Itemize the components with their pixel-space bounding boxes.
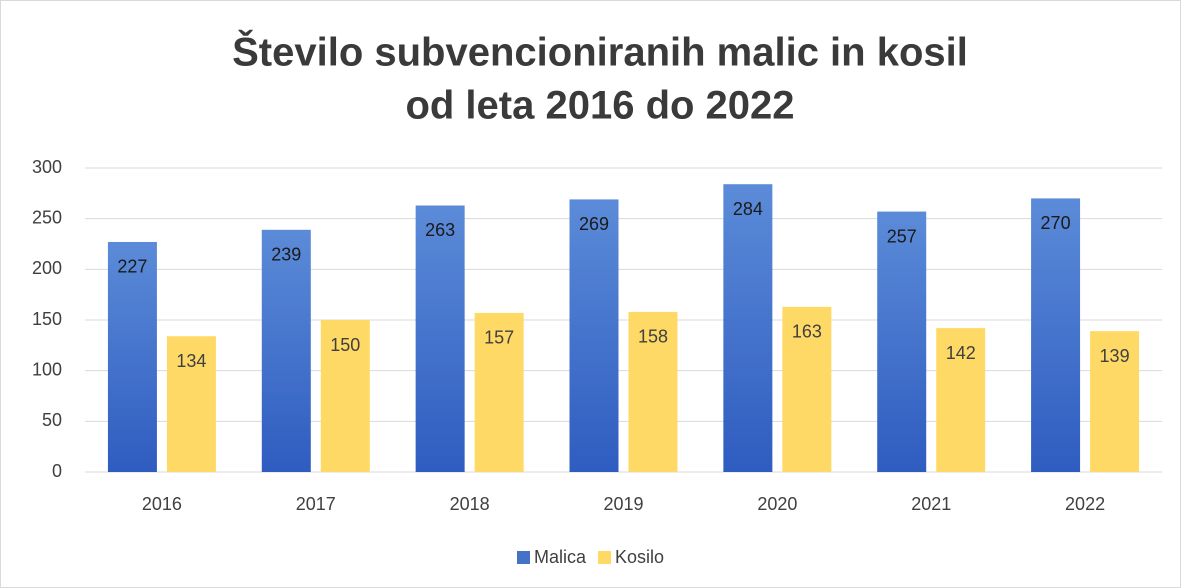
y-tick-label: 0 bbox=[52, 461, 62, 481]
x-tick-label: 2016 bbox=[142, 494, 182, 514]
chart-title: od leta 2016 do 2022 bbox=[405, 84, 794, 128]
data-label: 227 bbox=[117, 257, 147, 277]
y-tick-label: 150 bbox=[32, 309, 62, 329]
y-tick-label: 50 bbox=[42, 410, 62, 430]
x-tick-label: 2021 bbox=[911, 494, 951, 514]
data-label: 139 bbox=[1100, 346, 1130, 366]
bar bbox=[261, 229, 311, 472]
x-tick-label: 2020 bbox=[757, 494, 797, 514]
legend-swatch bbox=[598, 551, 612, 564]
bar bbox=[1031, 198, 1081, 472]
data-label: 163 bbox=[792, 322, 822, 342]
data-label: 284 bbox=[733, 199, 763, 219]
y-tick-label: 200 bbox=[32, 258, 62, 278]
data-label: 269 bbox=[579, 214, 609, 234]
legend-label: Malica bbox=[534, 547, 587, 567]
x-tick-label: 2022 bbox=[1065, 494, 1105, 514]
bar bbox=[415, 205, 465, 472]
bar bbox=[474, 312, 524, 472]
x-tick-label: 2017 bbox=[296, 494, 336, 514]
data-label: 239 bbox=[271, 245, 301, 265]
data-label: 134 bbox=[176, 351, 206, 371]
data-label: 158 bbox=[638, 327, 668, 347]
data-label: 270 bbox=[1041, 213, 1071, 233]
y-tick-label: 250 bbox=[32, 207, 62, 227]
chart-title: Število subvencioniranih malic in kosil bbox=[232, 29, 968, 75]
bar bbox=[782, 306, 832, 472]
y-tick-label: 100 bbox=[32, 359, 62, 379]
bar bbox=[107, 241, 157, 472]
bar bbox=[166, 336, 216, 472]
data-label: 263 bbox=[425, 220, 455, 240]
legend-swatch bbox=[517, 551, 530, 564]
y-tick-label: 300 bbox=[32, 157, 62, 177]
x-tick-label: 2019 bbox=[603, 494, 643, 514]
bar bbox=[877, 211, 927, 472]
data-label: 257 bbox=[887, 226, 917, 246]
x-tick-label: 2018 bbox=[450, 494, 490, 514]
bar bbox=[936, 328, 986, 472]
bar bbox=[628, 311, 678, 472]
bar bbox=[569, 199, 619, 472]
bar bbox=[320, 320, 370, 472]
bar bbox=[723, 184, 773, 473]
data-label: 150 bbox=[330, 335, 360, 355]
legend-label: Kosilo bbox=[615, 547, 664, 567]
bar bbox=[1090, 331, 1140, 472]
data-label: 142 bbox=[946, 343, 976, 363]
data-label: 157 bbox=[484, 328, 514, 348]
